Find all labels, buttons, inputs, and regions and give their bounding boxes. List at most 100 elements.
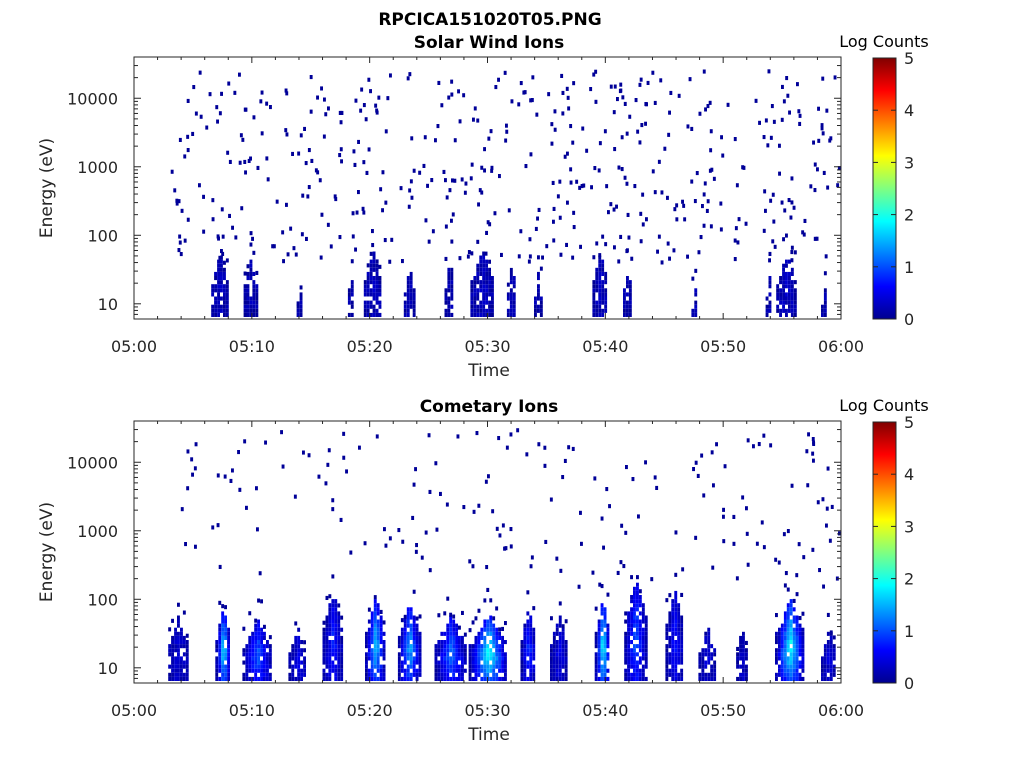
heatmap-cell — [223, 260, 226, 265]
heatmap-cell — [597, 668, 601, 673]
heatmap-cell — [636, 660, 639, 665]
heatmap-cell — [214, 284, 217, 289]
heatmap-cell — [296, 301, 300, 306]
heatmap-cell — [703, 181, 707, 186]
heatmap-cell — [443, 668, 447, 673]
heatmap-cell — [328, 594, 332, 599]
heatmap-cell — [474, 664, 478, 669]
heatmap-cell — [598, 296, 602, 301]
heatmap-cell — [185, 644, 189, 649]
heatmap-cell — [473, 312, 477, 317]
heatmap-cell — [409, 607, 413, 612]
heatmap-cell — [600, 656, 604, 661]
heatmap-cell — [512, 280, 516, 285]
heatmap-cell — [177, 640, 180, 645]
heatmap-cell — [227, 644, 230, 649]
heatmap-cell — [492, 635, 496, 640]
heatmap-cell — [530, 555, 534, 560]
heatmap-cell — [633, 623, 636, 628]
heatmap-cell — [355, 210, 359, 215]
heatmap-cell — [328, 648, 332, 653]
heatmap-cell — [640, 123, 644, 128]
heatmap-cell — [415, 644, 419, 649]
heatmap-cell — [268, 672, 272, 677]
heatmap-cell — [641, 644, 645, 649]
heatmap-cell — [482, 312, 486, 317]
heatmap-cell — [571, 255, 575, 260]
heatmap-cell — [671, 599, 675, 604]
heatmap-cell — [668, 672, 672, 677]
heatmap-cell — [790, 308, 794, 313]
heatmap-cell — [798, 631, 802, 636]
heatmap-cell — [822, 170, 826, 175]
heatmap-cell — [789, 635, 793, 640]
heatmap-cell — [627, 656, 630, 661]
heatmap-cell — [449, 635, 453, 640]
heatmap-cell — [294, 664, 298, 669]
heatmap-cell — [376, 668, 380, 673]
heatmap-cell — [671, 607, 675, 612]
heatmap-cell — [624, 640, 628, 645]
heatmap-cell — [322, 676, 326, 681]
heatmap-cell — [334, 631, 338, 636]
heatmap-cell — [701, 668, 705, 673]
heatmap-cell — [681, 567, 685, 572]
heatmap-cell — [821, 660, 824, 665]
heatmap-cell — [231, 225, 234, 230]
heatmap-cell — [665, 598, 669, 603]
heatmap-cell — [498, 656, 501, 661]
heatmap-cell — [443, 652, 447, 657]
heatmap-cell — [367, 672, 371, 677]
heatmap-cell — [211, 288, 215, 293]
heatmap-cell — [488, 222, 492, 227]
heatmap-cell — [434, 672, 438, 677]
heatmap-cell — [450, 280, 454, 285]
heatmap-cell — [449, 619, 453, 624]
heatmap-cell — [171, 635, 174, 640]
heatmap-cell — [523, 644, 527, 649]
heatmap-cell — [677, 93, 681, 98]
heatmap-cell — [762, 135, 766, 140]
heatmap-cell — [601, 280, 605, 285]
heatmap-cell — [483, 664, 487, 669]
heatmap-cell — [595, 304, 599, 309]
heatmap-cell — [713, 664, 717, 669]
heatmap-cell — [694, 460, 698, 465]
heatmap-cell — [218, 255, 222, 260]
heatmap-cell — [294, 656, 298, 661]
heatmap-cell — [243, 284, 247, 289]
heatmap-cell — [591, 570, 595, 575]
heatmap-cell — [575, 179, 579, 184]
heatmap-cell — [375, 276, 379, 281]
heatmap-cell — [185, 668, 189, 673]
heatmap-cell — [378, 292, 382, 297]
heatmap-cell — [555, 676, 559, 681]
heatmap-cell — [594, 606, 598, 611]
heatmap-cell — [601, 300, 605, 305]
heatmap-cell — [710, 672, 714, 677]
heatmap-cell — [641, 192, 645, 197]
heatmap-cell — [171, 640, 174, 645]
heatmap-cell — [778, 652, 781, 657]
heatmap-cell — [477, 652, 481, 657]
heatmap-cell — [382, 676, 386, 681]
heatmap-cell — [168, 664, 172, 669]
heatmap-cell — [561, 660, 565, 665]
heatmap-cell — [604, 280, 608, 285]
heatmap-cell — [257, 660, 260, 665]
heatmap-cell — [704, 640, 708, 645]
heatmap-cell — [592, 308, 596, 313]
heatmap-cell — [779, 280, 782, 285]
heatmap-cell — [225, 304, 229, 309]
heatmap-cell — [180, 627, 183, 632]
heatmap-cell — [450, 288, 454, 293]
heatmap-cell — [180, 656, 183, 661]
heatmap-cell — [409, 656, 413, 661]
heatmap-cell — [243, 308, 247, 313]
heatmap-cell — [357, 190, 360, 195]
heatmap-cell — [399, 186, 403, 191]
heatmap-cell — [627, 627, 630, 632]
y-tick-label: 100 — [87, 226, 118, 245]
heatmap-cell — [252, 271, 256, 276]
